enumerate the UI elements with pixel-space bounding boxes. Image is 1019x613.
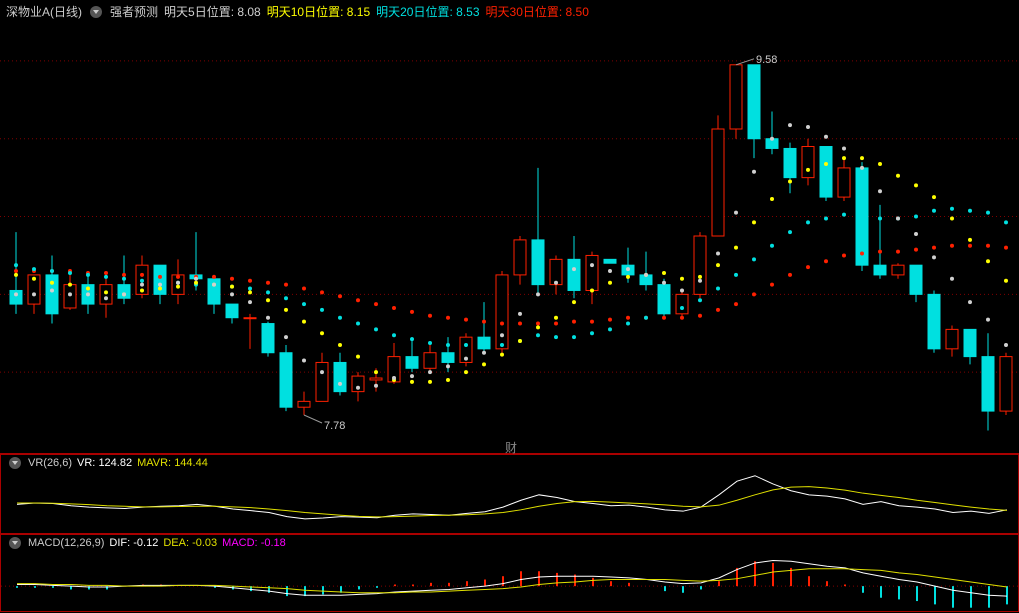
- svg-text:财: 财: [505, 441, 517, 454]
- svg-text:9.58: 9.58: [756, 54, 777, 66]
- macd-chart: [1, 535, 1019, 613]
- vr-panel[interactable]: VR(26,6) VR: 124.82 MAVR: 144.44: [0, 454, 1019, 534]
- main-chart-panel[interactable]: 9.58 7.78 财: [0, 0, 1019, 454]
- macd-panel[interactable]: MACD(12,26,9) DIF: -0.12 DEA: -0.03 MACD…: [0, 534, 1019, 612]
- svg-text:7.78: 7.78: [324, 420, 345, 432]
- vr-chart: [1, 455, 1019, 535]
- candlestick-chart: 9.58 7.78 财: [0, 0, 1019, 454]
